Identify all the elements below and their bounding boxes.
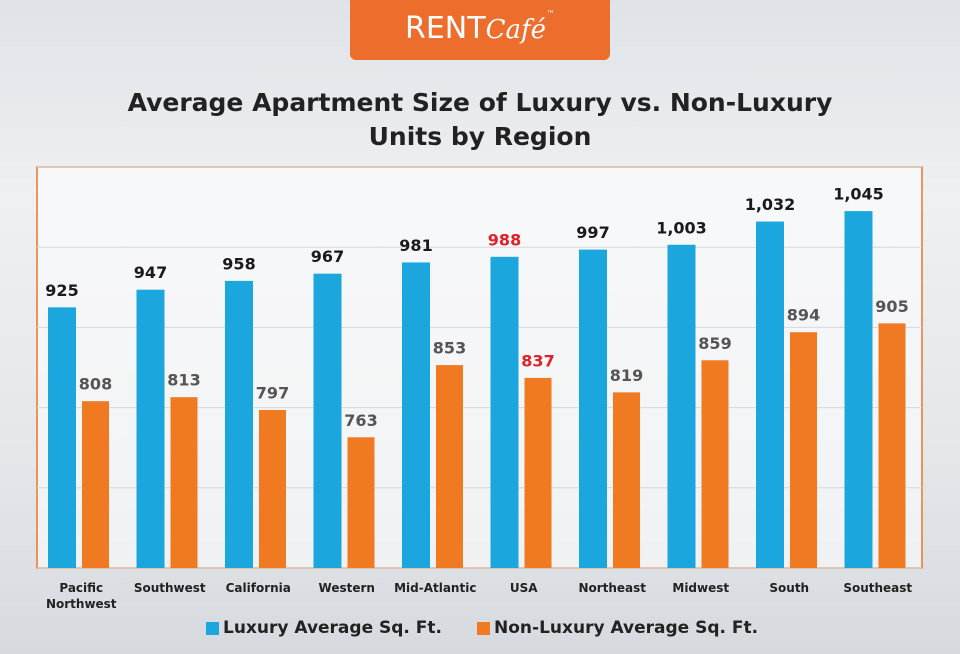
legend-swatch [206,621,219,635]
value-label: 1,032 [745,195,796,214]
bar [579,249,607,568]
value-label: 958 [222,254,255,273]
value-label: 967 [311,247,344,266]
bar [524,377,552,568]
x-tick-label: USA [509,581,538,595]
value-label: 859 [698,334,731,353]
x-tick-label: Western [318,581,375,595]
x-tick-label: Southwest [133,581,206,595]
bar [490,256,519,568]
value-label: 763 [344,411,377,430]
value-label: 1,045 [833,185,884,204]
bar [225,280,253,568]
value-label: 813 [167,371,200,390]
bar [701,360,729,568]
x-tick-label: California [225,581,291,595]
chart-title: Average Apartment Size of Luxury vs. Non… [127,88,833,151]
value-label: 894 [787,306,820,325]
x-tick-label: Midwest [672,581,730,595]
legend-item: Luxury Average Sq. Ft. [206,618,442,638]
value-label: 947 [134,263,167,282]
value-label: 797 [256,384,289,403]
bar [313,273,342,568]
bar [347,437,375,568]
bar [82,401,109,568]
value-label: 988 [488,230,521,249]
logo-script: Café [485,15,546,45]
value-label: 1,003 [656,218,707,237]
value-label: 905 [875,297,908,316]
bar [402,262,430,568]
value-label: 997 [576,223,609,242]
x-tick-label: Pacific Northwest [45,581,117,611]
bar [436,365,463,568]
bar [48,307,76,568]
bar [844,211,873,569]
bar [136,289,165,568]
bar [756,221,784,568]
value-label: 808 [79,375,112,394]
bar [170,397,198,568]
logo: RENTCafé™ [350,0,610,60]
legend-label: Luxury Average Sq. Ft. [223,618,443,638]
logo-mark: ™ [545,10,555,20]
legend-item: Non-Luxury Average Sq. Ft. [477,618,758,638]
plot-area [36,166,923,569]
legend-swatch [477,621,490,635]
x-tick-label: South [769,581,810,595]
x-tick-label: Northeast [578,581,647,595]
bar [667,244,696,568]
logo-text: RENT [405,11,486,46]
value-label: 819 [610,366,643,385]
legend-label: Non-Luxury Average Sq. Ft. [494,618,759,638]
value-label: 837 [521,351,554,370]
x-tick-label: Southeast [843,581,913,595]
value-label: 925 [45,281,78,300]
bar [878,323,906,568]
bar [790,332,817,568]
x-tick-label: Mid-Atlantic [394,581,477,595]
value-label: 981 [399,236,432,255]
bar [613,392,640,568]
value-label: 853 [433,339,466,358]
bar [259,410,286,568]
